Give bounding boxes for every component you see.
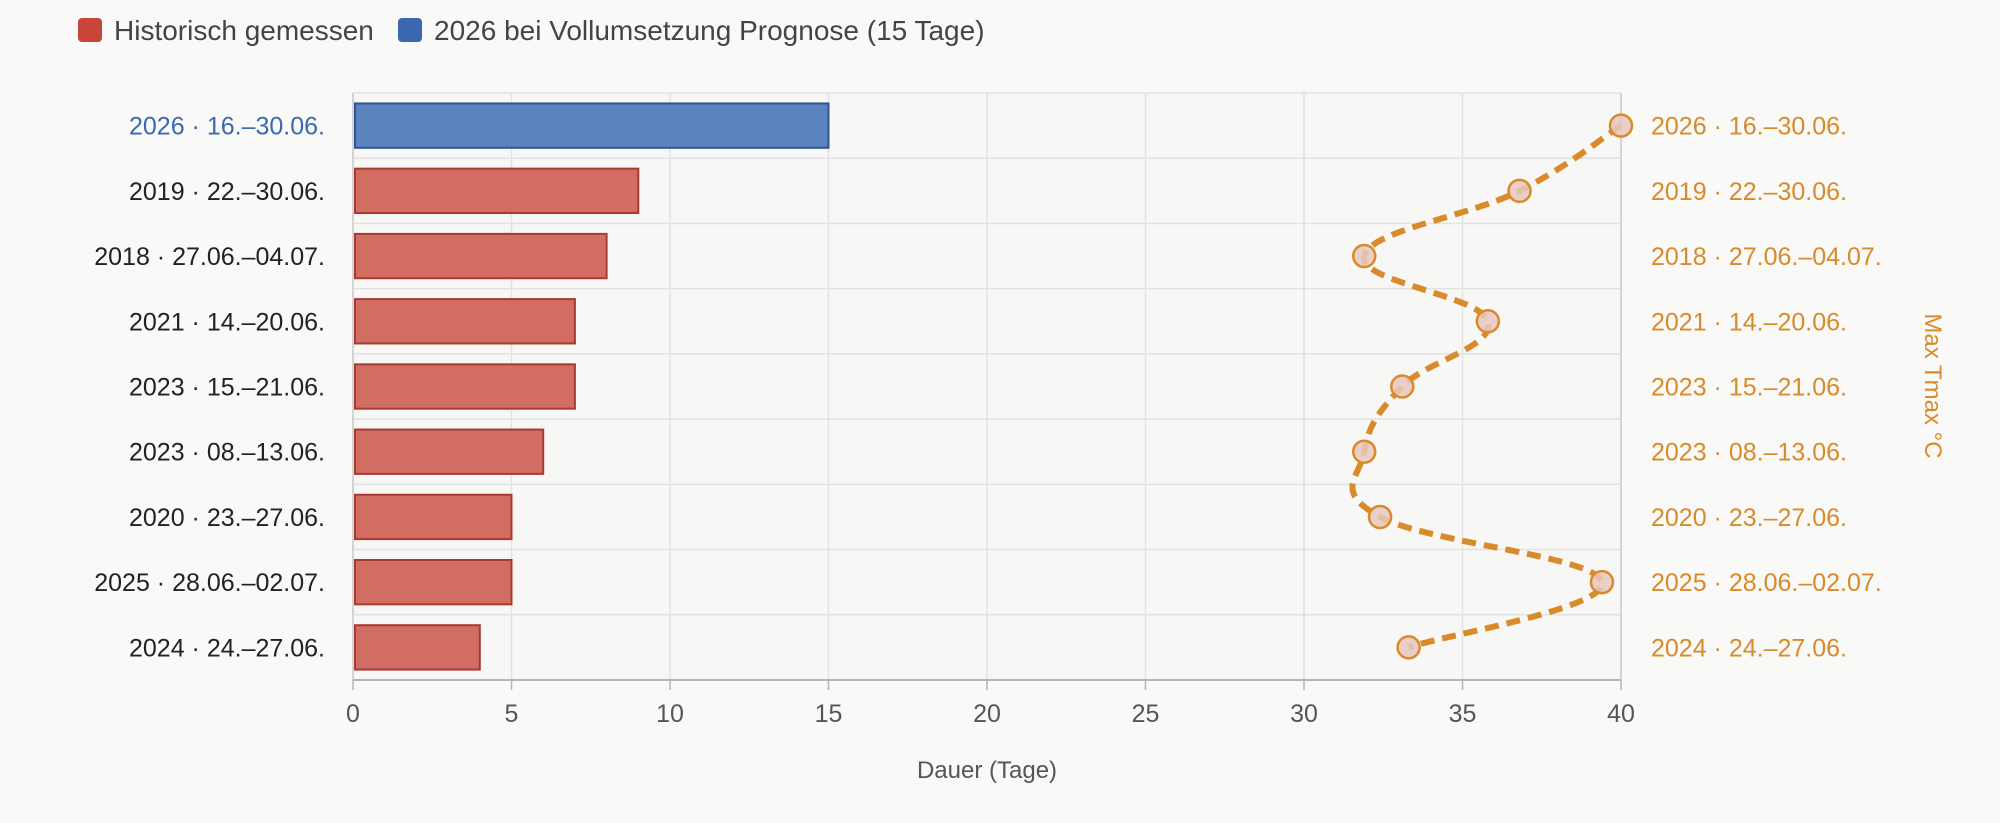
bar <box>354 232 608 280</box>
x-tick-label: 25 <box>1132 700 1160 728</box>
bar <box>354 624 481 671</box>
category-label-left: 2019 · 22.–30.06. <box>129 178 325 206</box>
temperature-point <box>1507 178 1532 204</box>
temperature-point <box>1475 309 1501 334</box>
x-tick-label: 30 <box>1290 700 1318 728</box>
category-label-right: 2023 · 15.–21.06. <box>1651 374 1847 402</box>
bars <box>354 102 830 671</box>
bar <box>354 363 576 410</box>
category-label-right: 2026 · 16.–30.06. <box>1651 113 1847 141</box>
category-labels-right: 2026 · 16.–30.06. 2019 · 22.–30.06. 2018 ·… <box>1651 113 1882 663</box>
bar <box>354 493 513 541</box>
category-label-right: 2023 · 08.–13.06. <box>1651 439 1847 467</box>
x-tick-label: 20 <box>973 700 1001 728</box>
temperature-point <box>1608 113 1634 138</box>
category-label-right: 2021 · 14.–20.06. <box>1651 308 1847 336</box>
x-tick-label: 10 <box>656 700 684 728</box>
temperature-point <box>1589 569 1615 595</box>
temperature-point <box>1367 504 1393 530</box>
category-labels-left: 2026 · 16.–30.06. 2019 · 22.–30.06. 2018 ·… <box>94 113 325 663</box>
legend-swatch <box>78 18 102 42</box>
category-label-left: 2025 · 28.06.–02.07. <box>94 569 325 597</box>
category-label-right: 2018 · 27.06.–04.07. <box>1651 243 1882 271</box>
x-tick-label: 35 <box>1449 700 1477 728</box>
category-label-left: 2018 · 27.06.–04.07. <box>94 243 325 271</box>
bar <box>354 558 513 606</box>
x-tick-label: 40 <box>1607 700 1635 728</box>
x-axis-ticks: 0 5 10 15 20 25 30 35 40 <box>346 680 1635 728</box>
legend: Historisch gemessen 2026 bei Vollumsetzun… <box>78 15 985 46</box>
temperature-line <box>1349 113 1634 660</box>
legend-swatch <box>398 18 422 42</box>
category-label-left: 2023 · 15.–21.06. <box>129 374 325 402</box>
category-label-left: 2020 · 23.–27.06. <box>129 504 325 532</box>
temperature-point <box>1351 439 1377 464</box>
legend-label: Historisch gemessen <box>114 15 374 46</box>
category-label-right: 2024 · 24.–27.06. <box>1651 634 1847 662</box>
x-axis-label: Dauer (Tage) <box>917 757 1057 784</box>
grid <box>352 92 1622 681</box>
bar <box>354 428 545 475</box>
x-tick-label: 0 <box>346 700 360 728</box>
temperature-point <box>1396 635 1421 660</box>
category-label-left: 2026 · 16.–30.06. <box>129 113 325 141</box>
bar <box>354 167 640 215</box>
x-tick-label: 15 <box>815 700 843 728</box>
temperature-point <box>1390 374 1415 399</box>
category-label-right: 2020 · 23.–27.06. <box>1651 504 1847 532</box>
bar <box>354 102 830 149</box>
category-label-left: 2024 · 24.–27.06. <box>129 634 325 662</box>
x-tick-label: 5 <box>505 700 519 728</box>
bar <box>354 298 576 345</box>
temperature-point <box>1351 243 1377 269</box>
category-label-right: 2025 · 28.06.–02.07. <box>1651 569 1882 597</box>
category-label-left: 2021 · 14.–20.06. <box>129 308 325 336</box>
legend-label: 2026 bei Vollumsetzung Prognose (15 Tage… <box>434 15 985 46</box>
category-label-left: 2023 · 08.–13.06. <box>129 439 325 467</box>
category-label-right: 2019 · 22.–30.06. <box>1651 178 1847 206</box>
right-axis-label: Max Tmax °C <box>1919 313 1946 458</box>
